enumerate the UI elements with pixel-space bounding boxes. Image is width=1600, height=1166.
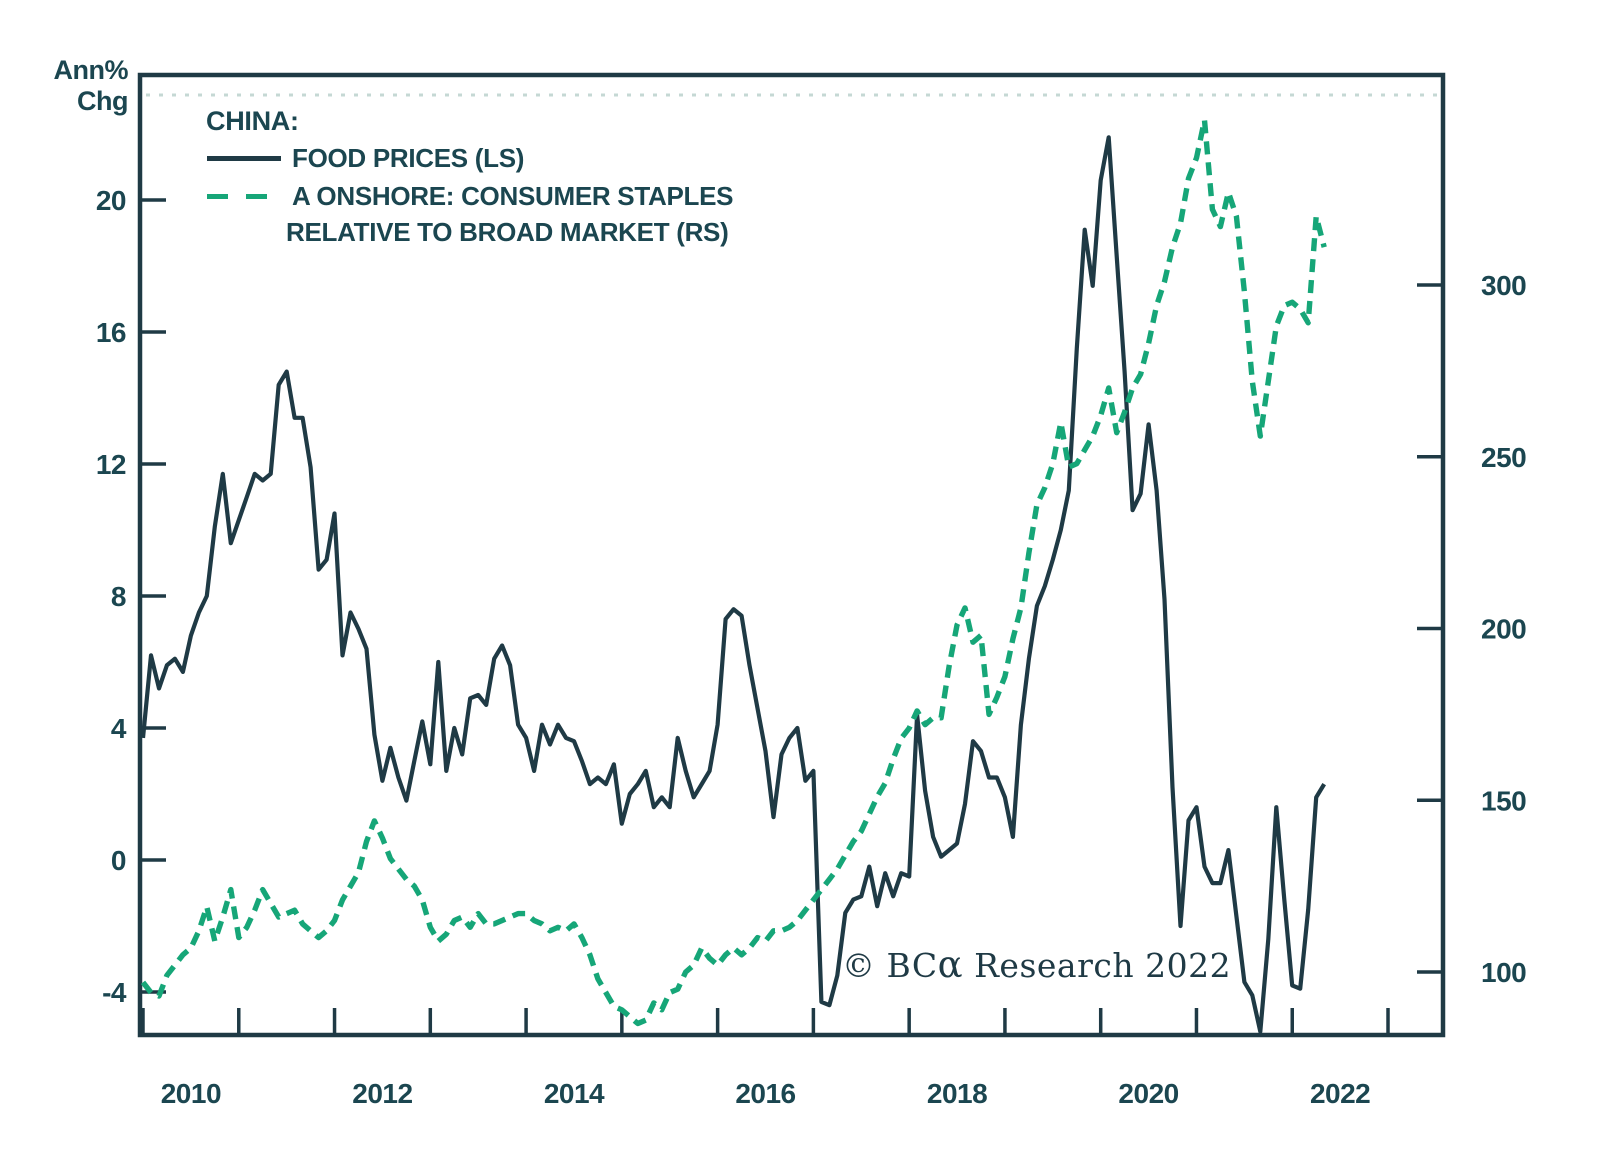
copyright-alpha-glyph: α xyxy=(937,943,964,986)
legend-item-consumer-staples: A ONSHORE: CONSUMER STAPLES xyxy=(206,181,733,213)
right-axis-tick-label: 250 xyxy=(1481,442,1526,473)
legend-item-food-prices: FOOD PRICES (LS) xyxy=(206,143,726,175)
left-axis-unit-line2: Chg xyxy=(77,86,128,116)
left-axis-tick-label: 0 xyxy=(111,845,126,876)
x-axis-year-label: 2014 xyxy=(544,1078,605,1109)
copyright-note: © BCα Research 2022 xyxy=(842,946,1231,985)
copyright-suffix: Research 2022 xyxy=(963,946,1232,985)
right-axis-tick-label: 150 xyxy=(1481,785,1526,816)
left-axis-tick-label: 20 xyxy=(96,185,126,216)
series-consumer-staples-line xyxy=(140,117,1327,1027)
x-axis-year-label: 2016 xyxy=(735,1078,795,1109)
right-axis-tick-label: 100 xyxy=(1481,957,1526,988)
left-axis-tick-label: 16 xyxy=(96,317,126,348)
series-food-prices-line xyxy=(140,135,1326,1034)
solid-line-swatch-icon xyxy=(207,156,281,161)
left-axis-unit-label: Ann% Chg xyxy=(40,55,129,117)
legend-label-consumer-staples-line1: A ONSHORE: CONSUMER STAPLES xyxy=(292,181,734,211)
chart-legend: CHINA: FOOD PRICES (LS) A ONSHORE: CONSU… xyxy=(206,106,733,247)
dashed-line-swatch-icon xyxy=(207,194,281,199)
x-axis-year-label: 2010 xyxy=(161,1078,221,1109)
copyright-prefix: © BC xyxy=(842,946,938,985)
plot-border xyxy=(137,72,1446,1038)
x-axis-year-label: 2012 xyxy=(352,1078,412,1109)
legend-label-consumer-staples-line2: RELATIVE TO BROAD MARKET (RS) xyxy=(286,217,729,247)
left-axis-tick-label: 12 xyxy=(96,449,126,480)
x-axis-year-label: 2020 xyxy=(1118,1078,1178,1109)
legend-label-food-prices: FOOD PRICES (LS) xyxy=(292,143,525,173)
left-axis-tick-label: -4 xyxy=(102,977,127,1008)
left-axis-tick-label: 4 xyxy=(111,713,127,744)
left-axis-tick-label: 8 xyxy=(111,581,126,612)
x-axis-year-label: 2018 xyxy=(927,1078,987,1109)
x-axis-year-label: 2022 xyxy=(1310,1078,1370,1109)
legend-title: CHINA: xyxy=(206,106,299,136)
right-axis-tick-label: 200 xyxy=(1481,614,1526,645)
left-axis-unit-line1: Ann% xyxy=(53,55,129,85)
right-axis-tick-label: 300 xyxy=(1481,270,1526,301)
